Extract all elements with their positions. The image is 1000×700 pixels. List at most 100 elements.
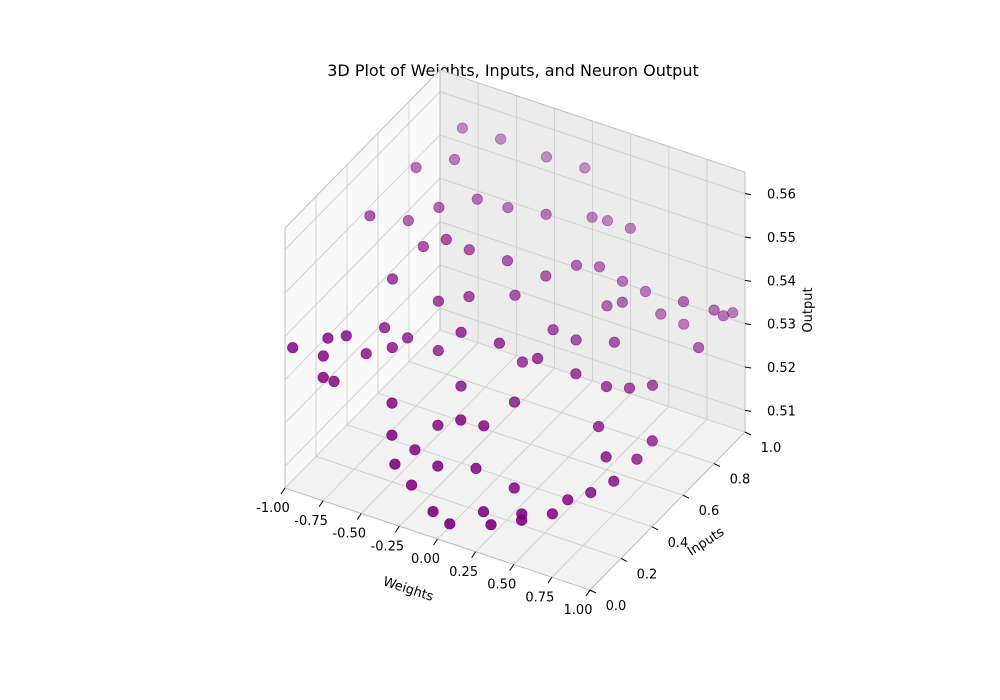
scatter-point <box>600 451 612 463</box>
x-tick-label: 0.25 <box>449 565 478 580</box>
axis-edges <box>284 69 746 591</box>
scatter-point <box>585 486 597 499</box>
scatter-point <box>509 289 521 301</box>
scatter-point <box>616 296 628 308</box>
z-tick-label: 0.51 <box>767 404 796 419</box>
x-tick-label: -0.75 <box>294 514 328 529</box>
z-axis-label: Output <box>801 287 816 332</box>
scatter-point <box>386 397 398 409</box>
scatter-point <box>401 332 414 344</box>
z-tick-mark <box>744 409 752 412</box>
z-tick-label: 0.52 <box>767 361 796 376</box>
scatter-point <box>494 133 507 145</box>
x-tick-mark <box>394 525 400 533</box>
scatter-point <box>444 518 456 530</box>
scatter-point <box>493 337 505 349</box>
scatter-point <box>501 255 514 267</box>
scatter-point <box>440 233 452 246</box>
y-grid-line <box>408 101 715 465</box>
y-tick-mark <box>651 526 659 531</box>
scatter-point <box>570 334 582 346</box>
scatter-point <box>478 420 490 432</box>
x-tick-mark <box>585 589 591 597</box>
scatter-point <box>531 352 544 365</box>
scatter-point <box>579 162 591 174</box>
axis-edge <box>284 69 441 229</box>
scatter-point <box>608 475 620 487</box>
scatter-point <box>456 122 468 134</box>
scatter-point <box>317 350 329 362</box>
scatter-point <box>471 193 483 205</box>
chart-title: 3D Plot of Weights, Inputs, and Neuron O… <box>327 61 698 80</box>
scatter-point <box>562 494 574 506</box>
scatter-point <box>432 460 444 472</box>
z-tick-mark <box>744 193 752 196</box>
scatter-point <box>508 482 520 494</box>
scatter-point <box>678 318 690 330</box>
y-tick-mark <box>589 589 597 594</box>
x-tick-mark <box>509 564 515 571</box>
scatter-point <box>646 435 658 447</box>
x-tick-label: 0.75 <box>525 590 554 605</box>
z-axis-ticks: 0.51 0.52 0.53 0.54 0.55 0.56 <box>744 188 796 419</box>
scatter-point <box>328 375 340 387</box>
scatter-point <box>546 508 559 520</box>
scatter-point <box>593 261 606 273</box>
axis-edge <box>589 431 746 591</box>
scatter-point <box>364 210 376 222</box>
scatter-point <box>692 341 705 354</box>
scatter-point <box>540 270 552 282</box>
scatter-point <box>402 215 414 227</box>
y-tick-label: 0.4 <box>668 536 689 551</box>
x-tick-label: -1.00 <box>256 501 290 516</box>
scatter-point <box>508 396 521 408</box>
scatter-point <box>631 453 643 465</box>
z-tick-mark <box>744 323 752 326</box>
scatter-point <box>502 202 514 214</box>
y-tick-label: 1.0 <box>761 441 782 456</box>
scatter-point <box>646 379 659 391</box>
scatter-point <box>601 215 614 227</box>
z-tick-label: 0.54 <box>767 274 796 289</box>
scatter-point <box>287 342 299 354</box>
z-tick-mark <box>744 366 752 369</box>
scatter-point <box>600 380 613 393</box>
axis-edge <box>439 69 746 173</box>
scatter-point <box>427 505 439 518</box>
scatter-point <box>570 368 582 380</box>
x-tick-mark <box>280 487 286 495</box>
scatter-point <box>608 336 621 348</box>
scatter-point <box>623 382 636 394</box>
scatter-point <box>592 420 605 433</box>
scatter-point <box>477 506 490 518</box>
y-tick-mark <box>620 557 628 562</box>
scatter-point <box>322 332 334 344</box>
scatter-point <box>378 322 391 334</box>
scatter-point <box>417 241 429 253</box>
scatter-point <box>624 222 637 234</box>
scatter-point <box>639 285 652 298</box>
y-tick-mark <box>682 494 690 499</box>
y-tick-mark <box>744 431 752 436</box>
x-tick-label: 0.50 <box>487 578 516 593</box>
x-axis-ticks: -1.00 -0.75 -0.50 -0.25 0.00 0.25 0.50 0.75 1.00 <box>256 487 592 618</box>
y-axis-ticks: 0.0 0.2 0.4 0.6 0.8 1.0 <box>589 431 782 614</box>
scatter-point <box>516 356 529 368</box>
z-tick-label: 0.55 <box>767 231 796 246</box>
scatter-point <box>405 479 418 491</box>
scatter-point <box>409 444 421 456</box>
scatter-point <box>455 326 467 338</box>
z-tick-mark <box>744 279 752 282</box>
scatter-point <box>386 429 398 441</box>
y-axis-label: Inputs <box>685 525 727 560</box>
y-tick-label: 0.8 <box>730 473 751 488</box>
scatter-point <box>360 348 372 360</box>
x-axis-label: Weights <box>381 574 435 604</box>
x-tick-mark <box>471 551 477 559</box>
x-tick-mark <box>356 513 362 520</box>
data-points <box>287 122 739 531</box>
y-tick-label: 0.2 <box>637 567 658 582</box>
z-tick-label: 0.53 <box>767 318 796 333</box>
y-tick-label: 0.6 <box>699 504 720 519</box>
scatter-point <box>463 290 475 303</box>
